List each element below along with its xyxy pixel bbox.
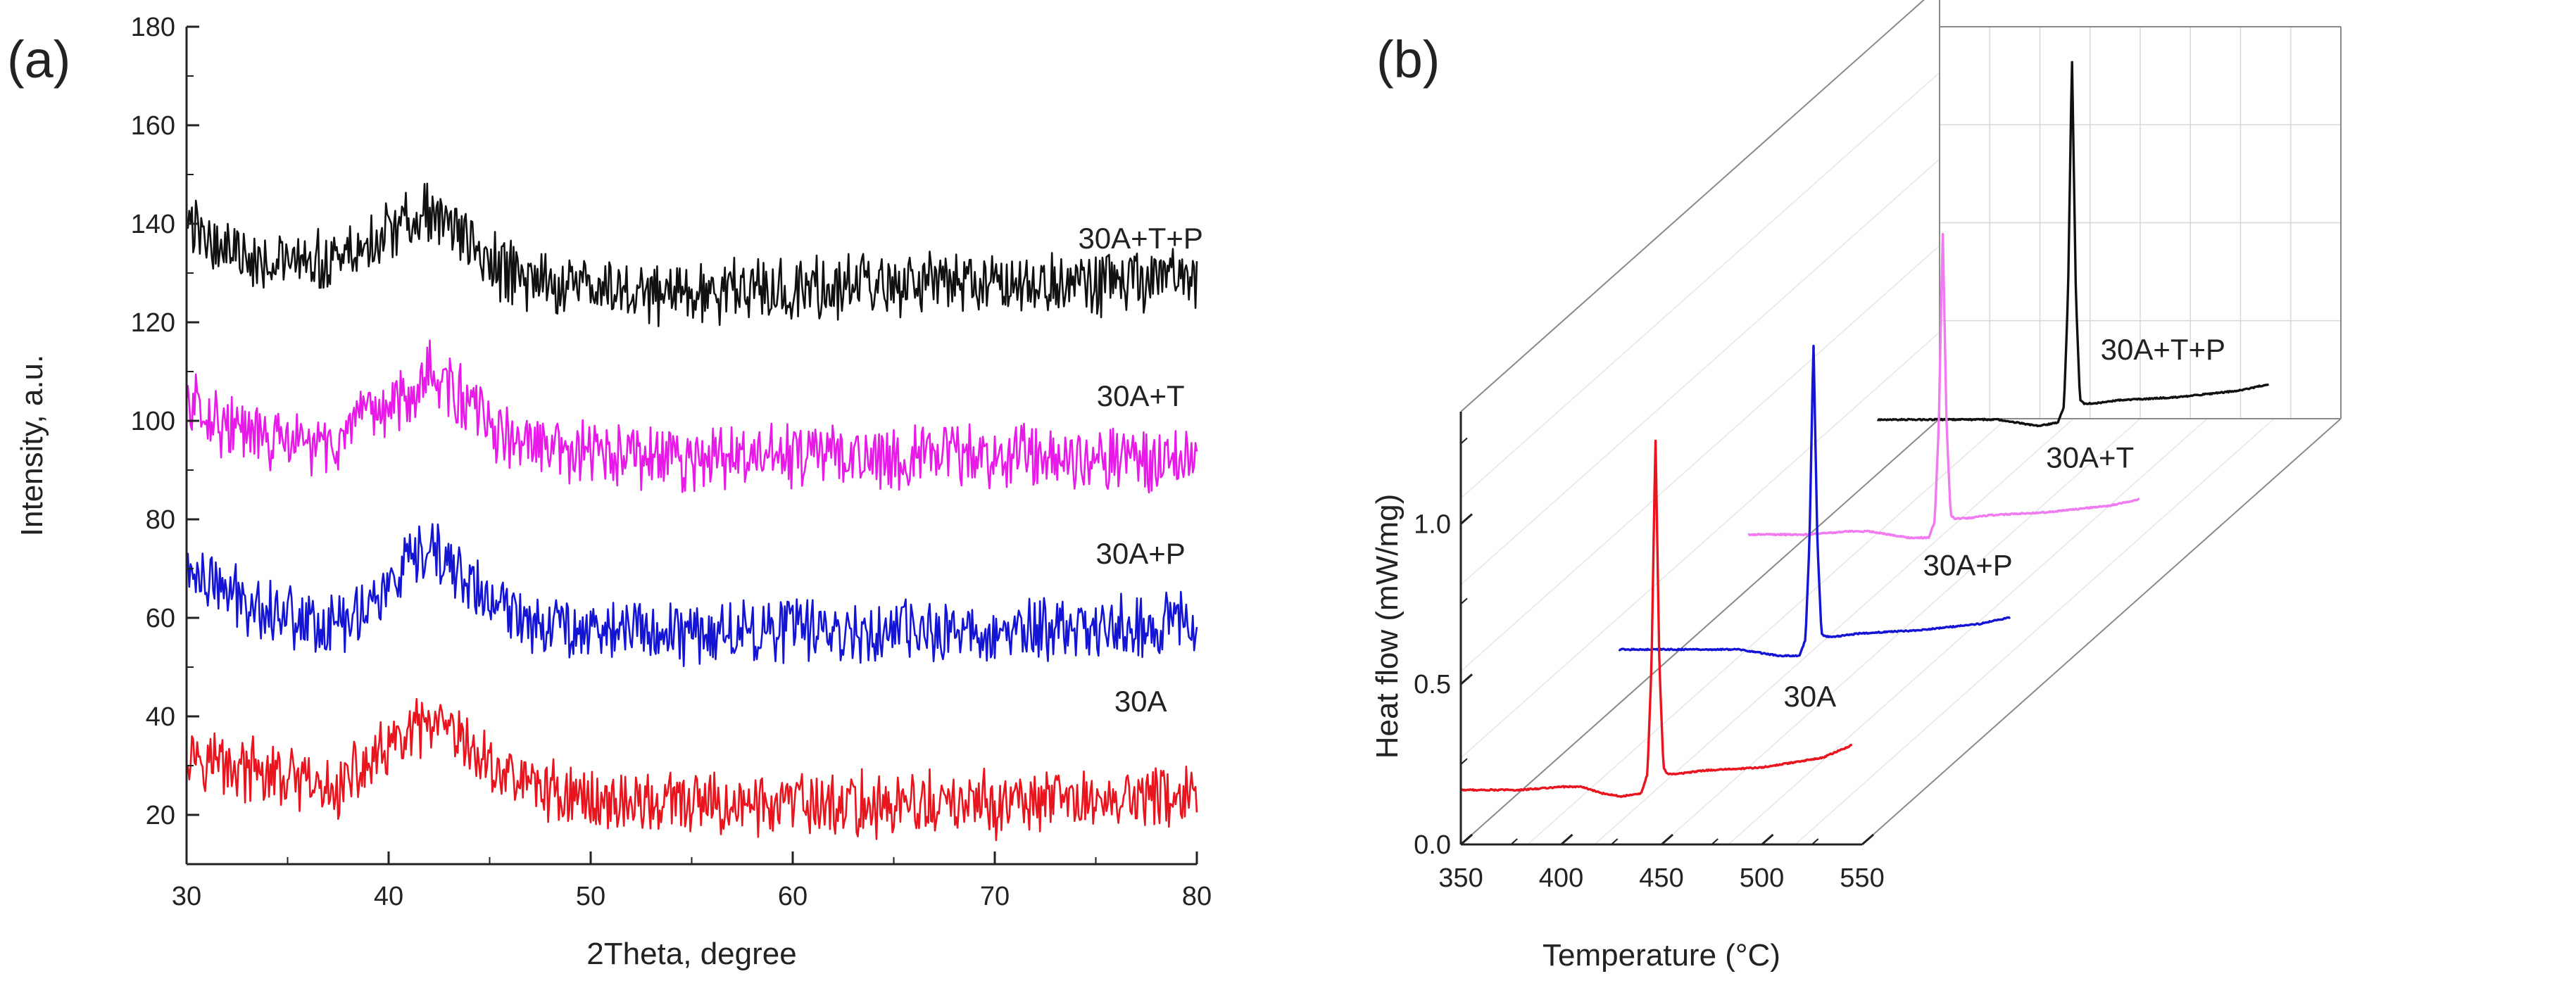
- panel-b-label: (b): [1376, 30, 1440, 89]
- series-line-30a-t-p: [1876, 61, 2270, 428]
- x-tick: [1560, 833, 1573, 846]
- floor-grid-line: [1795, 418, 2275, 845]
- series-label-30a: 30A: [1114, 685, 1167, 718]
- floor-grid-line: [1594, 418, 2074, 845]
- y-tick-label: 100: [131, 407, 175, 436]
- y-tick-label: 20: [146, 801, 175, 830]
- panel-a-label: (a): [7, 30, 70, 89]
- wall-grid-line: [1460, 245, 1940, 672]
- series-label-30a-t: 30A+T: [2046, 441, 2134, 474]
- series-label-30a-p: 30A+P: [1096, 537, 1186, 570]
- floor-grid-line: [1728, 418, 2208, 845]
- y-tick-label: 0.5: [1414, 670, 1451, 699]
- frame-edge: [1460, 0, 1925, 412]
- x-minor-tick: [1510, 838, 1518, 845]
- y-axis-title: Heat flow (mW/mg): [1370, 494, 1405, 759]
- series-label-30a-t: 30A+T: [1097, 379, 1185, 412]
- series-label-30a: 30A: [1783, 680, 1836, 713]
- y-tick-label: 140: [131, 210, 175, 239]
- floor-grid-line: [1527, 418, 2007, 845]
- series-label-30a-t-p: 30A+T+P: [2101, 333, 2225, 366]
- x-tick-label: 70: [980, 882, 1010, 911]
- x-tick-label: 450: [1639, 863, 1683, 893]
- x-tick-label: 400: [1539, 863, 1583, 893]
- x-tick: [1661, 833, 1673, 846]
- series-label-30a-t-p: 30A+T+P: [1078, 222, 1202, 255]
- y-tick-label: 1.0: [1414, 509, 1451, 539]
- x-tick-label: 60: [778, 882, 808, 911]
- y-tick-label: 120: [131, 308, 175, 338]
- y-tick: [1460, 513, 1473, 525]
- x-tick: [1761, 833, 1774, 846]
- x-tick-label: 80: [1182, 882, 1212, 911]
- y-tick-label: 180: [131, 13, 175, 42]
- frame-edge: [1460, 418, 1940, 845]
- y-minor-tick: [1460, 597, 1468, 605]
- y-tick-label: 0.0: [1414, 830, 1451, 860]
- x-tick: [1861, 833, 1874, 846]
- wall-grid-line: [1460, 72, 1940, 499]
- series-line-30a: [186, 697, 1198, 842]
- y-tick-label: 60: [146, 604, 175, 633]
- series-line-30a-t-p: [185, 182, 1198, 327]
- y-minor-tick: [1460, 758, 1468, 765]
- x-tick-label: 350: [1438, 863, 1483, 893]
- series-line-30a-p: [185, 523, 1198, 668]
- x-minor-tick: [1811, 838, 1819, 845]
- y-tick-label: 160: [131, 111, 175, 141]
- panel-b-dsc-chart: (b) 30A+T+P 30A+T 30A+P 30A 0.0 0.5 1.0 350 400 45…: [1370, 0, 2342, 973]
- series-line-30a-p: [1618, 344, 2011, 658]
- x-tick-label: 500: [1740, 863, 1784, 893]
- panel-a-xrd-chart: (a) 30A 30A+P 30A+T 30A+T+P 20 40 60 80 100 120 140…: [7, 13, 1212, 971]
- x-tick: [1460, 833, 1473, 846]
- y-axis-title: Intensity, a.u.: [15, 355, 49, 536]
- y-tick-label: 40: [146, 702, 175, 732]
- frame-edge: [1861, 418, 2342, 845]
- x-tick-label: 30: [172, 882, 201, 911]
- x-tick-label: 40: [374, 882, 403, 911]
- series-line-30a-t: [1747, 233, 2140, 540]
- y-tick: [1460, 673, 1473, 685]
- y-tick-label: 80: [146, 505, 175, 535]
- wall-grid-line: [1460, 331, 1940, 759]
- x-minor-tick: [1711, 838, 1719, 845]
- wall-grid-line: [1460, 158, 1940, 585]
- series-label-30a-p: 30A+P: [1923, 548, 2013, 581]
- x-minor-tick: [1611, 838, 1619, 845]
- x-tick-label: 550: [1840, 863, 1884, 893]
- series-line-30a: [1460, 439, 1853, 799]
- series-line-30a-t: [185, 339, 1198, 494]
- y-minor-tick: [1460, 437, 1468, 445]
- x-tick-label: 50: [576, 882, 605, 911]
- x-axis-title: 2Theta, degree: [586, 937, 796, 971]
- x-axis-title: Temperature (°C): [1543, 938, 1780, 973]
